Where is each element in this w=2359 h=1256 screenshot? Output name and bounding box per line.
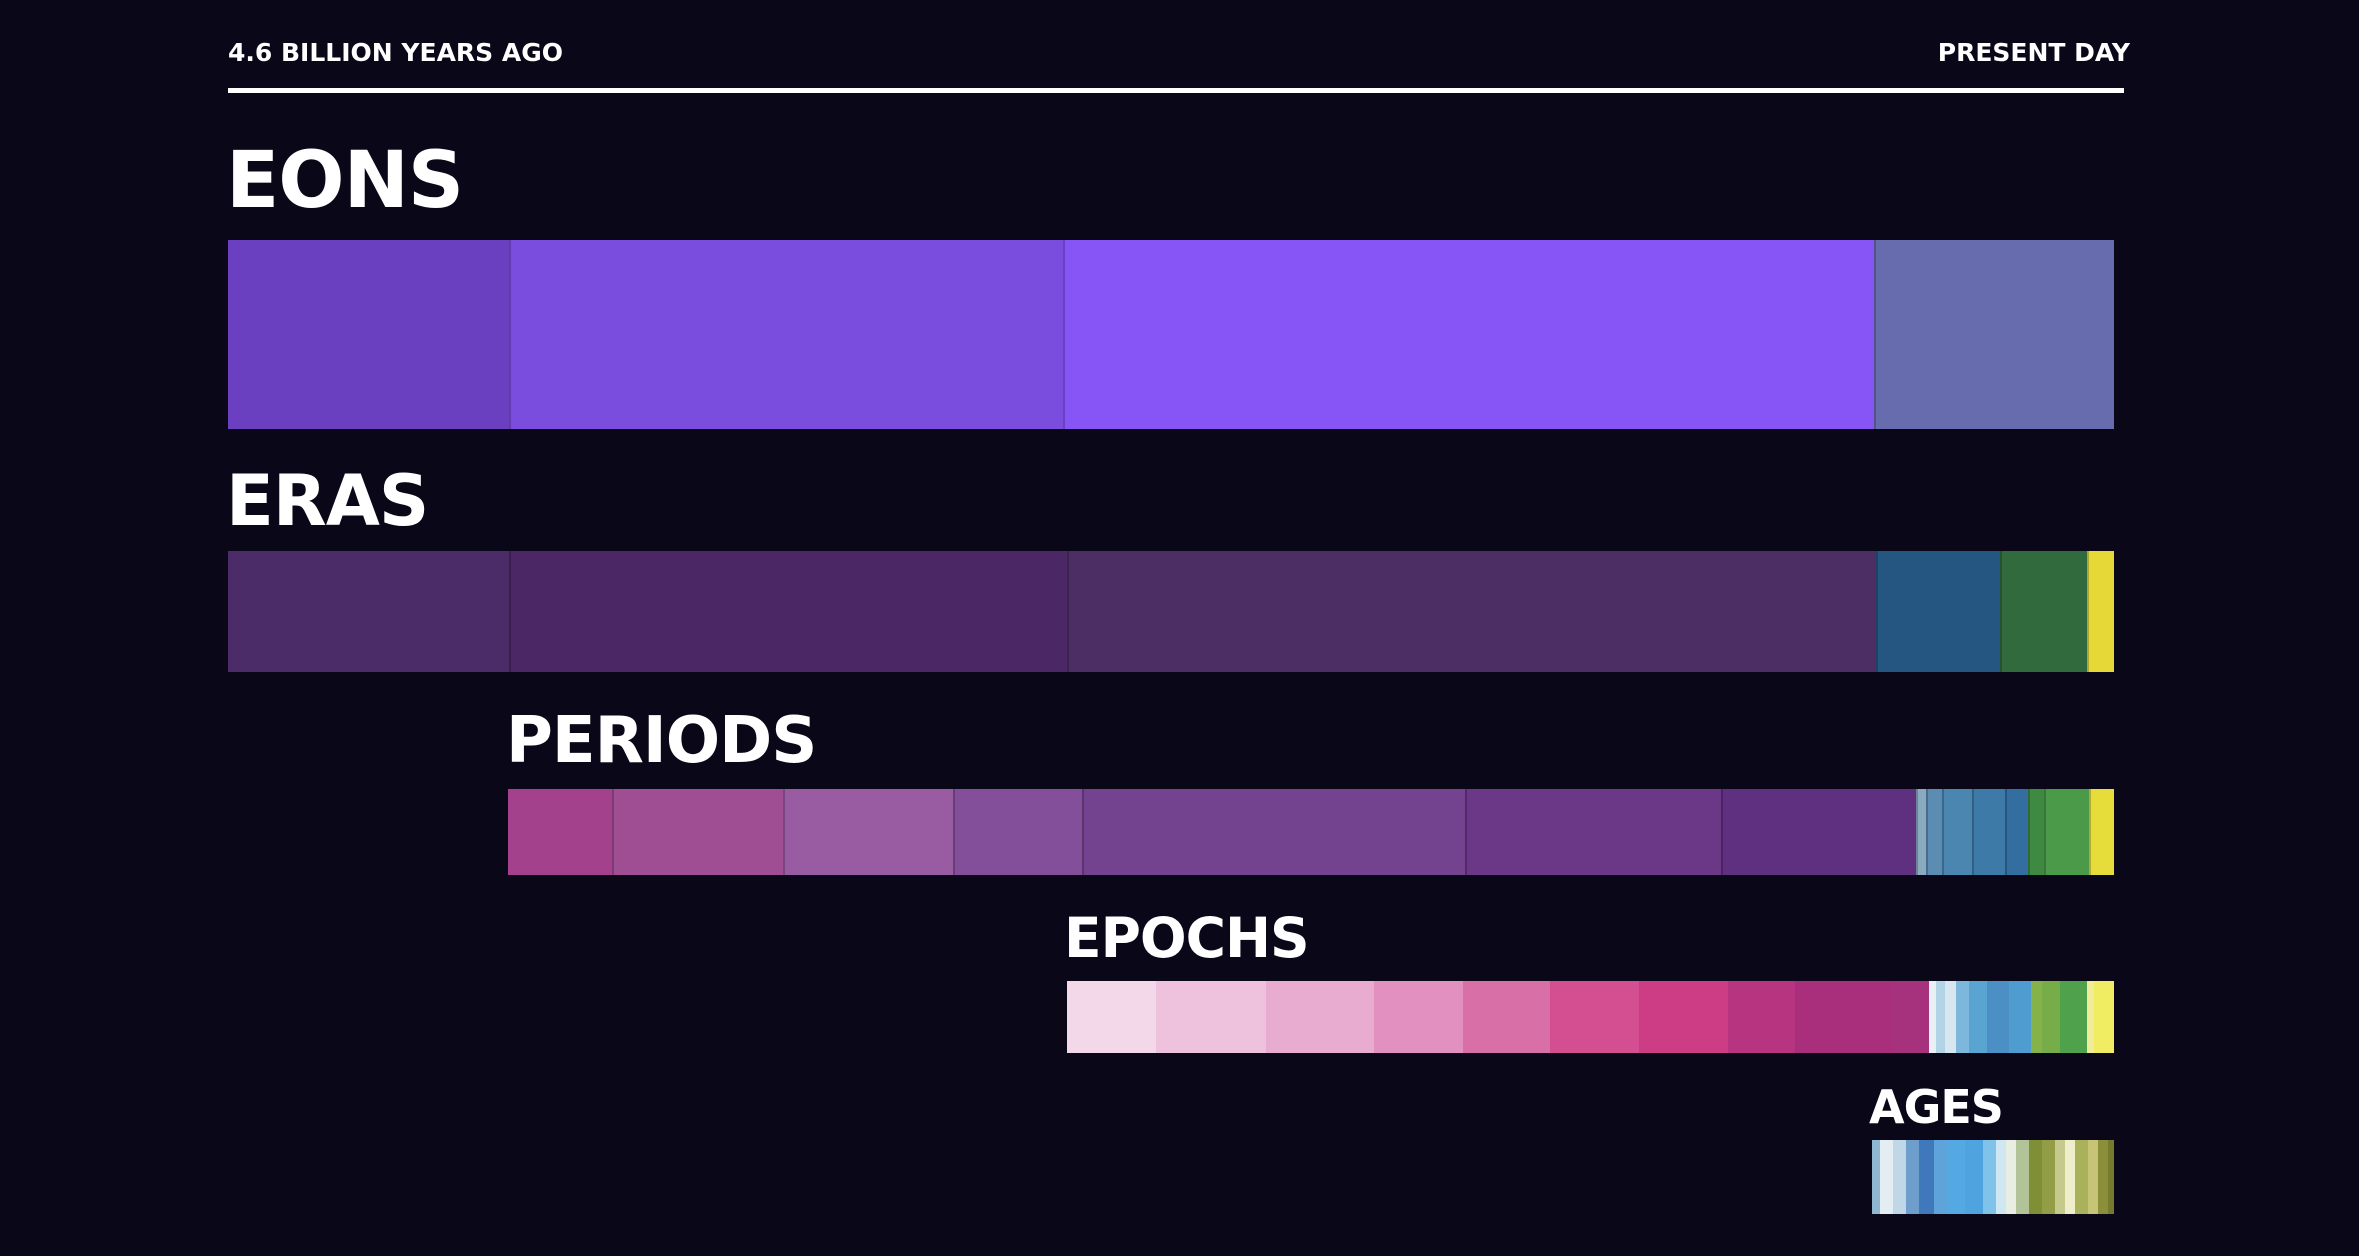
ages-segment <box>1919 1140 1934 1214</box>
epochs-segment <box>1067 981 1156 1053</box>
eons-segment <box>1063 240 1874 429</box>
ages-segment <box>1880 1140 1893 1214</box>
eons-segment <box>509 240 1063 429</box>
timeline-axis-line <box>228 88 2124 93</box>
periods-segment <box>1972 789 2005 875</box>
periods-segment <box>783 789 953 875</box>
periods-segment <box>2028 789 2044 875</box>
epochs-segment <box>1969 981 1987 1053</box>
epochs-segment <box>1936 981 1945 1053</box>
periods-title: PERIODS <box>506 704 817 778</box>
epochs-segment <box>1987 981 2009 1053</box>
epochs-segment <box>1929 981 1936 1053</box>
epochs-segment <box>1463 981 1550 1053</box>
ages-segment <box>2065 1140 2075 1214</box>
epochs-segment <box>1956 981 1969 1053</box>
epochs-segment <box>1892 981 1929 1053</box>
ages-segment <box>1947 1140 1965 1214</box>
periods-segment <box>508 789 612 875</box>
eras-segment <box>1876 551 2000 672</box>
ages-band <box>1872 1140 2114 1214</box>
eons-band <box>228 240 2114 429</box>
eras-segment <box>2000 551 2087 672</box>
eons-title: EONS <box>226 136 464 226</box>
epochs-title: EPOCHS <box>1064 906 1310 970</box>
epochs-segment <box>1266 981 1374 1053</box>
eons-segment <box>1874 240 2114 429</box>
epochs-band <box>1067 981 2114 1053</box>
epochs-segment <box>1639 981 1728 1053</box>
periods-segment <box>1926 789 1942 875</box>
epochs-segment <box>1795 981 1892 1053</box>
periods-segment <box>1942 789 1972 875</box>
ages-segment <box>2098 1140 2108 1214</box>
ages-segment <box>1996 1140 2006 1214</box>
timeline-start-label: 4.6 BILLION YEARS AGO <box>228 38 563 67</box>
periods-segment <box>2089 789 2114 875</box>
ages-segment <box>1906 1140 1919 1214</box>
ages-segment <box>1872 1140 1880 1214</box>
ages-segment <box>2006 1140 2016 1214</box>
ages-segment <box>1965 1140 1983 1214</box>
ages-segment <box>2075 1140 2088 1214</box>
periods-segment <box>1721 789 1916 875</box>
eras-segment <box>228 551 509 672</box>
epochs-segment <box>2009 981 2031 1053</box>
periods-band <box>508 789 2114 875</box>
periods-segment <box>1916 789 1926 875</box>
eons-segment <box>228 240 509 429</box>
epochs-segment <box>1945 981 1956 1053</box>
epochs-segment <box>2031 981 2042 1053</box>
eras-segment <box>509 551 1067 672</box>
eras-title: ERAS <box>226 460 429 542</box>
periods-segment <box>953 789 1082 875</box>
epochs-segment <box>1728 981 1795 1053</box>
epochs-segment <box>1374 981 1463 1053</box>
ages-title: AGES <box>1869 1080 2004 1134</box>
timeline-end-label: PRESENT DAY <box>1937 38 2130 67</box>
eras-segment <box>1067 551 1876 672</box>
ages-segment <box>2088 1140 2098 1214</box>
periods-segment <box>2044 789 2089 875</box>
ages-segment <box>1934 1140 1947 1214</box>
periods-segment <box>1082 789 1465 875</box>
epochs-segment <box>1156 981 1266 1053</box>
epochs-segment <box>2060 981 2087 1053</box>
ages-segment <box>2042 1140 2055 1214</box>
epochs-segment <box>1550 981 1639 1053</box>
eras-band <box>228 551 2114 672</box>
periods-segment <box>1465 789 1721 875</box>
epochs-segment <box>2087 981 2094 1053</box>
periods-segment <box>2005 789 2028 875</box>
ages-segment <box>2055 1140 2065 1214</box>
ages-segment <box>2016 1140 2029 1214</box>
ages-segment <box>1983 1140 1996 1214</box>
epochs-segment <box>2094 981 2114 1053</box>
ages-segment <box>1893 1140 1906 1214</box>
eras-segment <box>2087 551 2114 672</box>
epochs-segment <box>2042 981 2060 1053</box>
periods-segment <box>612 789 783 875</box>
ages-segment <box>2108 1140 2114 1214</box>
ages-segment <box>2029 1140 2042 1214</box>
